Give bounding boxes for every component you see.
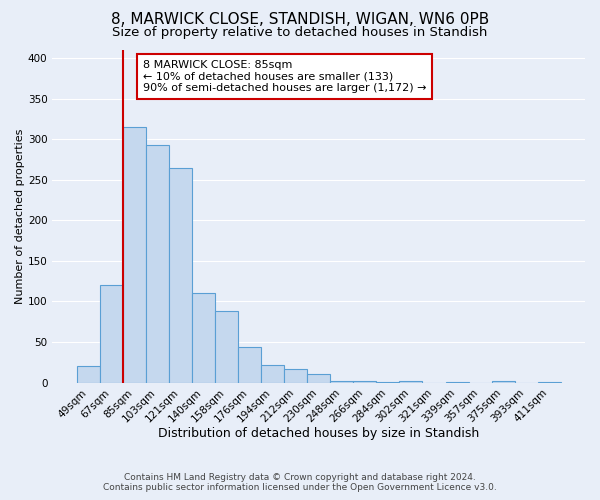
Bar [192, 294, 215, 382]
Bar [330, 381, 353, 382]
Bar [238, 347, 261, 382]
Bar [284, 368, 307, 382]
Bar [307, 374, 330, 382]
Bar [491, 381, 515, 382]
Bar [100, 285, 123, 382]
Bar [169, 168, 192, 382]
Bar [77, 366, 100, 382]
X-axis label: Distribution of detached houses by size in Standish: Distribution of detached houses by size … [158, 427, 479, 440]
Y-axis label: Number of detached properties: Number of detached properties [15, 128, 25, 304]
Text: Contains HM Land Registry data © Crown copyright and database right 2024.
Contai: Contains HM Land Registry data © Crown c… [103, 473, 497, 492]
Bar [400, 381, 422, 382]
Text: 8 MARWICK CLOSE: 85sqm
← 10% of detached houses are smaller (133)
90% of semi-de: 8 MARWICK CLOSE: 85sqm ← 10% of detached… [143, 60, 427, 93]
Bar [353, 381, 376, 382]
Bar [123, 127, 146, 382]
Bar [146, 145, 169, 382]
Bar [261, 364, 284, 382]
Text: Size of property relative to detached houses in Standish: Size of property relative to detached ho… [112, 26, 488, 39]
Bar [215, 311, 238, 382]
Text: 8, MARWICK CLOSE, STANDISH, WIGAN, WN6 0PB: 8, MARWICK CLOSE, STANDISH, WIGAN, WN6 0… [111, 12, 489, 28]
